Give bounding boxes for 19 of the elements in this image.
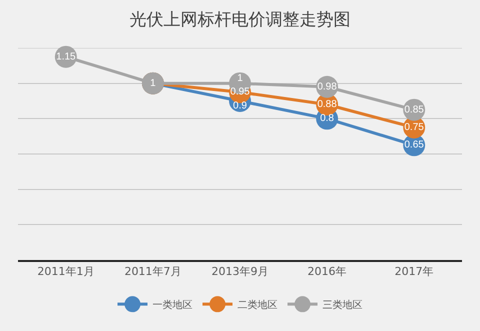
legend-label: 三类地区 <box>322 299 362 312</box>
data-label: 1 <box>150 78 156 89</box>
x-tick-label: 2016年 <box>308 265 347 278</box>
data-label: 0.98 <box>317 81 338 92</box>
data-label: 0.85 <box>404 104 424 116</box>
x-tick-label: 2013年9月 <box>212 265 268 278</box>
data-label: 0.75 <box>404 122 424 133</box>
legend-label: 二类地区 <box>238 299 278 312</box>
legend-label: 一类地区 <box>152 299 192 312</box>
data-label: 0.8 <box>320 113 334 124</box>
data-label: 0.88 <box>317 99 338 110</box>
chart-title: 光伏上网标杆电价调整走势图 <box>130 10 350 30</box>
x-tick-label: 2017年 <box>394 265 434 278</box>
data-label: 1 <box>237 72 244 84</box>
data-label: 1.15 <box>56 51 76 62</box>
x-tick-label: 2011年1月 <box>37 265 94 278</box>
data-label: 0.65 <box>404 140 424 151</box>
x-tick-label: 2011年7月 <box>124 265 182 278</box>
data-label: 0.9 <box>233 100 248 112</box>
